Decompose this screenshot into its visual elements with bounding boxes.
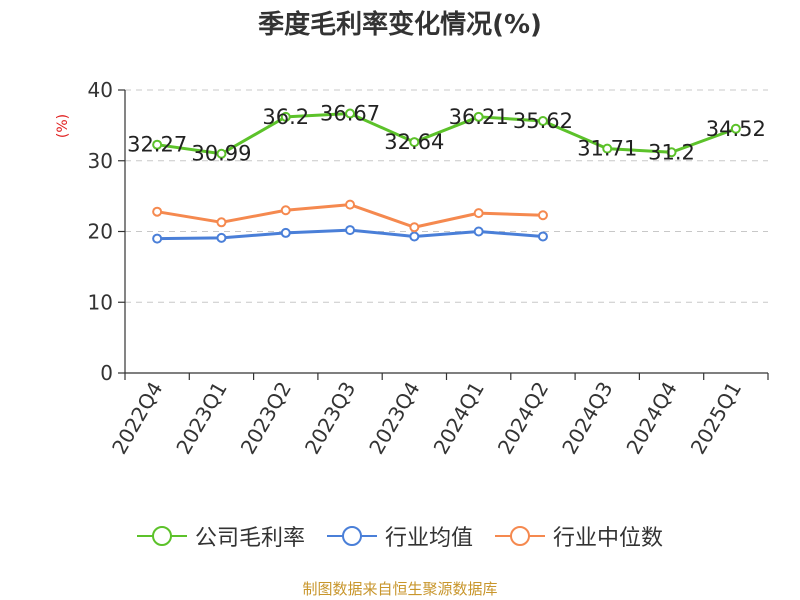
data-point bbox=[409, 231, 420, 242]
data-label: 36.21 bbox=[449, 105, 509, 129]
x-tick-label: 2023Q4 bbox=[364, 378, 424, 459]
legend-label: 行业均值 bbox=[384, 526, 473, 551]
data-point bbox=[537, 210, 548, 221]
y-tick-label: 0 bbox=[100, 361, 113, 385]
x-tick-label: 2024Q3 bbox=[557, 378, 617, 459]
y-tick-label: 30 bbox=[88, 149, 113, 173]
legend-item[interactable]: 行业均值 bbox=[326, 520, 473, 552]
data-source-note: 制图数据来自恒生聚源数据库 bbox=[302, 580, 498, 598]
data-point bbox=[152, 233, 163, 244]
data-label: 36.67 bbox=[320, 102, 380, 126]
data-point bbox=[280, 205, 291, 216]
legend-swatch-marker bbox=[151, 526, 172, 546]
x-tick-label: 2022Q4 bbox=[107, 378, 167, 459]
data-point bbox=[537, 115, 548, 126]
x-tick-label: 2023Q2 bbox=[236, 378, 296, 459]
legend-swatch bbox=[326, 526, 377, 546]
x-tick-label: 2023Q1 bbox=[171, 378, 231, 459]
data-label: 34.52 bbox=[706, 117, 766, 141]
x-tick-label: 2024Q1 bbox=[429, 378, 489, 459]
data-point bbox=[537, 231, 548, 242]
legend-label: 公司毛利率 bbox=[194, 526, 305, 551]
data-label: 32.64 bbox=[384, 130, 444, 154]
legend-swatch bbox=[136, 526, 187, 546]
series-layer bbox=[152, 108, 741, 244]
data-label: 30.99 bbox=[191, 142, 251, 166]
y-tick-label: 10 bbox=[88, 290, 113, 314]
data-point bbox=[345, 199, 356, 210]
data-point bbox=[216, 217, 227, 228]
data-label: 36.2 bbox=[262, 105, 309, 129]
data-point bbox=[473, 208, 484, 219]
data-point bbox=[280, 111, 291, 122]
data-label: 31.2 bbox=[648, 140, 695, 164]
data-point bbox=[730, 123, 741, 134]
chart-title: 季度毛利率变化情况(%) bbox=[258, 10, 542, 40]
x-tick-label: 2023Q3 bbox=[300, 378, 360, 459]
grid-layer bbox=[125, 89, 768, 303]
legend-swatch bbox=[495, 526, 545, 546]
data-point bbox=[602, 143, 613, 154]
y-axis-label: (%) bbox=[55, 114, 71, 138]
y-tick-label: 40 bbox=[88, 78, 113, 102]
series-line-1 bbox=[156, 112, 737, 156]
legend-item[interactable]: 公司毛利率 bbox=[136, 520, 305, 552]
x-tick-label: 2024Q4 bbox=[621, 378, 681, 459]
x-tick-label: 2024Q2 bbox=[493, 378, 553, 459]
data-point bbox=[345, 225, 356, 236]
legend-label: 行业中位数 bbox=[553, 526, 664, 551]
data-point bbox=[216, 232, 227, 243]
x-tick-label: 2025Q1 bbox=[686, 378, 746, 459]
data-point bbox=[473, 226, 484, 237]
data-point bbox=[345, 108, 356, 119]
data-label: 31.71 bbox=[577, 137, 637, 161]
y-tick-label: 20 bbox=[88, 220, 113, 244]
data-point bbox=[280, 227, 291, 238]
data-label: 32.27 bbox=[127, 133, 187, 157]
data-point bbox=[216, 148, 227, 159]
data-point bbox=[666, 147, 677, 158]
legend-swatch-marker bbox=[510, 526, 530, 546]
data-point bbox=[152, 206, 163, 217]
data-point bbox=[409, 137, 420, 148]
legend-swatch-marker bbox=[341, 526, 362, 546]
data-point bbox=[152, 139, 163, 150]
legend: 公司毛利率 行业均值 行业中位数 bbox=[0, 518, 800, 554]
data-label: 35.62 bbox=[513, 109, 573, 133]
data-point bbox=[409, 222, 420, 233]
legend-item[interactable]: 行业中位数 bbox=[495, 520, 663, 552]
data-point bbox=[473, 111, 484, 122]
